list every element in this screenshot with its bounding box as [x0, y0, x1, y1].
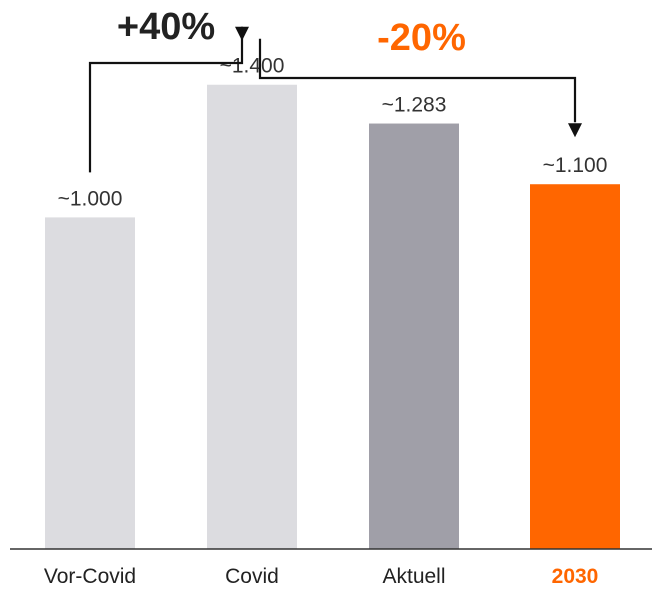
bar-2030	[530, 184, 620, 549]
category-label-aktuell: Aktuell	[382, 565, 445, 588]
annotation-minus-20: -20%	[377, 17, 466, 59]
bars	[45, 84, 620, 550]
category-label-vor-covid: Vor-Covid	[44, 565, 136, 588]
bar-aktuell	[369, 123, 459, 549]
bar-vor-covid	[45, 217, 135, 550]
annotation-plus-40: +40%	[117, 6, 215, 48]
arrow-connector-plus-40	[88, 26, 244, 173]
bar-covid	[207, 84, 297, 549]
arrowhead-covid	[235, 26, 249, 41]
arrow-connector-minus-20	[258, 38, 577, 123]
category-labels: Vor-Covid Covid Aktuell 2030	[44, 565, 598, 588]
value-label-vor-covid: ~1.000	[58, 187, 123, 210]
value-label-covid: ~1.400	[220, 55, 285, 78]
arrowhead-2030	[568, 123, 582, 138]
value-label-2030: ~1.100	[543, 154, 608, 177]
change-annotations: +40% -20%	[88, 6, 582, 173]
category-label-covid: Covid	[225, 565, 279, 588]
value-label-aktuell: ~1.283	[382, 94, 447, 117]
category-label-2030: 2030	[552, 565, 599, 588]
value-labels: ~1.000 ~1.400 ~1.283 ~1.100	[58, 55, 608, 211]
